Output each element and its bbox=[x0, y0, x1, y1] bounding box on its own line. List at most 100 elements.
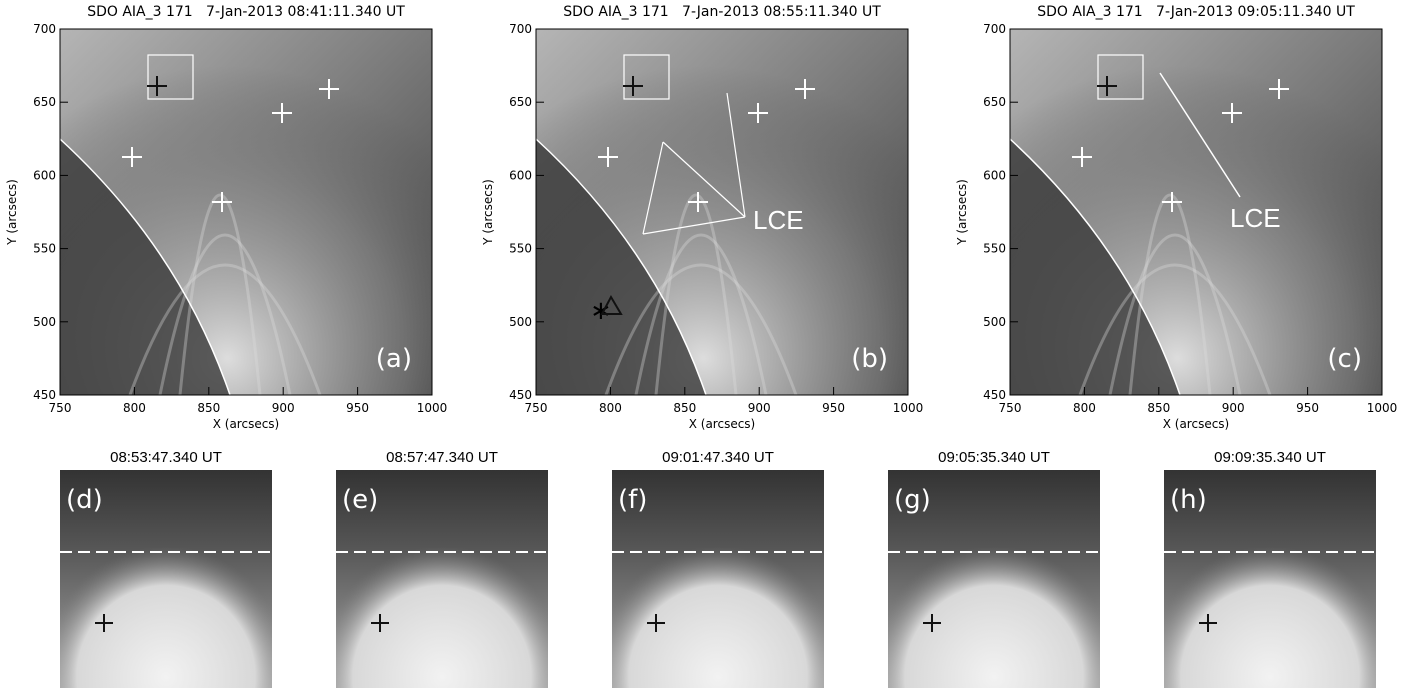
limb-curve bbox=[59, 138, 231, 396]
limb-curve bbox=[1009, 138, 1181, 396]
x-tick-label: 900 bbox=[748, 401, 771, 415]
cross-marker bbox=[1097, 76, 1117, 96]
coronal-loop bbox=[158, 233, 292, 396]
x-tick-label: 850 bbox=[1147, 401, 1170, 415]
panel-title: 09:05:35.340 UT bbox=[938, 449, 1050, 466]
x-axis-label: X (arcsecs) bbox=[1163, 417, 1230, 431]
cross-marker bbox=[147, 76, 167, 96]
x-tick-label: 900 bbox=[272, 401, 295, 415]
cross-marker bbox=[623, 76, 643, 96]
panel-title: SDO AIA_3 171 7-Jan-2013 08:41:11.340 UT bbox=[87, 4, 405, 20]
y-axis-label: Y (arcsecs) bbox=[955, 179, 969, 246]
y-tick-label: 550 bbox=[33, 242, 56, 256]
y-tick-label: 600 bbox=[983, 168, 1006, 182]
cross-marker bbox=[748, 103, 768, 123]
coronal-loop bbox=[1128, 193, 1212, 396]
x-tick-label: 1000 bbox=[893, 401, 924, 415]
cross-marker bbox=[598, 147, 618, 167]
panel-title: 08:53:47.340 UT bbox=[110, 449, 222, 466]
cross-marker bbox=[371, 614, 389, 632]
asterisk-marker: ∗ bbox=[590, 296, 612, 326]
y-tick-label: 650 bbox=[33, 95, 56, 109]
panel-label: (c) bbox=[1327, 344, 1362, 374]
cross-marker bbox=[1222, 103, 1242, 123]
triangle-marker bbox=[600, 294, 623, 315]
plot-frame bbox=[1009, 28, 1383, 396]
x-tick-label: 850 bbox=[197, 401, 220, 415]
cross-marker bbox=[795, 79, 815, 99]
panel-label: (d) bbox=[66, 485, 103, 515]
zoom-box bbox=[147, 54, 194, 100]
y-tick-label: 700 bbox=[509, 22, 532, 36]
y-tick-label: 650 bbox=[983, 95, 1006, 109]
y-axis-label: Y (arcsecs) bbox=[481, 179, 495, 246]
cross-marker bbox=[212, 192, 232, 212]
cross-marker bbox=[923, 614, 941, 632]
loop-arch bbox=[612, 470, 824, 688]
panel-title: SDO AIA_3 171 7-Jan-2013 09:05:11.340 UT bbox=[1037, 4, 1355, 20]
y-tick-label: 450 bbox=[983, 388, 1006, 402]
annotation-line bbox=[642, 92, 746, 235]
coronal-loop bbox=[654, 193, 738, 396]
cross-marker bbox=[647, 614, 665, 632]
panel-label: (f) bbox=[618, 485, 647, 515]
coronal-loop bbox=[128, 263, 322, 396]
panel-label: (a) bbox=[376, 344, 412, 374]
loop-arch bbox=[1164, 470, 1376, 688]
loop-arch bbox=[336, 470, 548, 688]
coronal-loop bbox=[1108, 233, 1242, 396]
x-tick-label: 750 bbox=[999, 401, 1022, 415]
panel-title: SDO AIA_3 171 7-Jan-2013 08:55:11.340 UT bbox=[563, 4, 881, 20]
limb-curve bbox=[535, 138, 707, 396]
y-axis-label: Y (arcsecs) bbox=[5, 179, 19, 246]
y-tick-label: 600 bbox=[33, 168, 56, 182]
y-tick-label: 450 bbox=[33, 388, 56, 402]
y-tick-label: 700 bbox=[983, 22, 1006, 36]
x-tick-label: 1000 bbox=[417, 401, 448, 415]
annotation-line bbox=[1159, 72, 1241, 198]
x-tick-label: 800 bbox=[599, 401, 622, 415]
cross-marker bbox=[1072, 147, 1092, 167]
loop-arch bbox=[60, 470, 272, 688]
x-tick-label: 950 bbox=[1296, 401, 1319, 415]
panel-label: (b) bbox=[851, 344, 888, 374]
coronal-loop bbox=[178, 193, 262, 396]
annotation: LCE bbox=[1230, 203, 1281, 233]
y-tick-label: 600 bbox=[509, 168, 532, 182]
y-tick-label: 500 bbox=[983, 315, 1006, 329]
x-tick-label: 950 bbox=[822, 401, 845, 415]
y-tick-label: 500 bbox=[33, 315, 56, 329]
panel-label: (e) bbox=[342, 485, 378, 515]
plot-frame bbox=[535, 28, 909, 396]
cross-marker bbox=[688, 192, 708, 212]
cross-marker bbox=[1269, 79, 1289, 99]
x-axis-label: X (arcsecs) bbox=[689, 417, 756, 431]
x-tick-label: 950 bbox=[346, 401, 369, 415]
cross-marker bbox=[1199, 614, 1217, 632]
x-tick-label: 800 bbox=[123, 401, 146, 415]
coronal-loop bbox=[1078, 263, 1272, 396]
disk bbox=[1010, 139, 1180, 395]
coronal-loop bbox=[634, 233, 768, 396]
panel-label: (h) bbox=[1170, 485, 1207, 515]
cross-marker bbox=[122, 147, 142, 167]
x-tick-label: 750 bbox=[49, 401, 72, 415]
panel-title: 08:57:47.340 UT bbox=[386, 449, 498, 466]
zoom-box bbox=[623, 54, 670, 100]
cross-marker bbox=[1162, 192, 1182, 212]
y-tick-label: 550 bbox=[509, 242, 532, 256]
y-tick-label: 700 bbox=[33, 22, 56, 36]
x-tick-label: 850 bbox=[673, 401, 696, 415]
panel-label: (g) bbox=[894, 485, 931, 515]
plot-frame bbox=[59, 28, 433, 396]
panel-title: 09:01:47.340 UT bbox=[662, 449, 774, 466]
cross-marker bbox=[319, 79, 339, 99]
x-axis-label: X (arcsecs) bbox=[213, 417, 280, 431]
cross-marker bbox=[95, 614, 113, 632]
coronal-loop bbox=[604, 263, 798, 396]
zoom-box bbox=[1097, 54, 1144, 100]
x-tick-label: 800 bbox=[1073, 401, 1096, 415]
y-tick-label: 550 bbox=[983, 242, 1006, 256]
